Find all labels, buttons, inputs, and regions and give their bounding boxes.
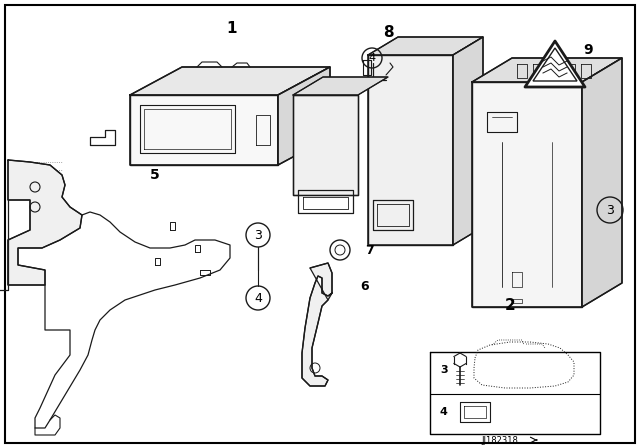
Polygon shape [130, 95, 278, 165]
Polygon shape [130, 67, 330, 95]
Polygon shape [582, 58, 622, 307]
Polygon shape [293, 95, 358, 195]
Text: 1: 1 [227, 21, 237, 35]
Text: 4: 4 [369, 53, 376, 63]
Text: 6: 6 [361, 280, 369, 293]
Polygon shape [278, 67, 330, 165]
Polygon shape [525, 41, 585, 87]
Text: 3: 3 [440, 365, 447, 375]
Text: 9: 9 [583, 43, 593, 57]
Polygon shape [453, 37, 483, 245]
Polygon shape [302, 263, 332, 386]
Polygon shape [533, 48, 577, 81]
Text: 4: 4 [440, 407, 448, 417]
Polygon shape [368, 55, 453, 245]
Polygon shape [472, 58, 622, 82]
Text: 2: 2 [504, 297, 515, 313]
Polygon shape [8, 160, 82, 285]
Text: 4: 4 [254, 292, 262, 305]
Text: 7: 7 [365, 244, 374, 257]
Text: 5: 5 [150, 168, 160, 182]
Text: 3: 3 [606, 203, 614, 216]
Text: 3: 3 [254, 228, 262, 241]
Polygon shape [472, 82, 582, 307]
Polygon shape [368, 37, 483, 55]
Text: 8: 8 [383, 25, 394, 39]
Polygon shape [293, 77, 388, 95]
Text: JJ182318: JJ182318 [481, 435, 518, 444]
